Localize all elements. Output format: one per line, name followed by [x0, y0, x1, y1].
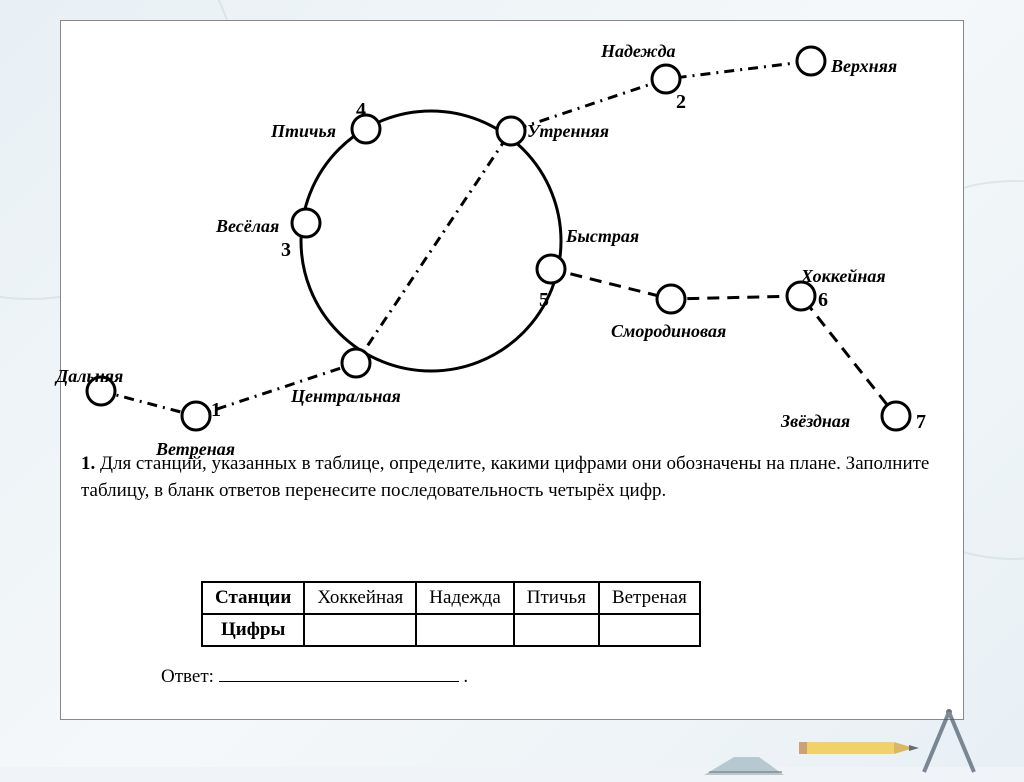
metro-diagram: ДальняяВетреная1ЦентральнаяВесёлая3Птичь… — [61, 21, 965, 441]
table-cell-3[interactable] — [599, 614, 700, 646]
station-number-vesyolaya: 3 — [281, 239, 291, 262]
answer-table: СтанцииХоккейнаяНадеждаПтичьяВетреная Ци… — [201, 581, 701, 647]
table-col-2: Птичья — [514, 582, 599, 614]
table-cell-1[interactable] — [416, 614, 513, 646]
station-number-ptichya: 4 — [356, 99, 366, 122]
table-cell-2[interactable] — [514, 614, 599, 646]
answer-label: Ответ: — [161, 666, 214, 687]
station-label-smorodinovaya: Смородиновая — [611, 321, 726, 342]
table-rowheader-stations: Станции — [202, 582, 304, 614]
table-rowheader-digits: Цифры — [202, 614, 304, 646]
station-number-nadezhda: 2 — [676, 91, 686, 114]
table-col-1: Надежда — [416, 582, 513, 614]
station-label-dalnyaya: Дальняя — [56, 366, 123, 387]
table-cell-0[interactable] — [304, 614, 416, 646]
answer-blank[interactable] — [219, 681, 459, 682]
answer-suffix: . — [463, 666, 468, 687]
question-number: 1. — [81, 453, 95, 474]
station-label-utrennyaya: Утренняя — [527, 121, 609, 142]
station-label-bystraya: Быстрая — [566, 226, 639, 247]
table-col-3: Ветреная — [599, 582, 700, 614]
station-number-bystraya: 5 — [539, 289, 549, 312]
content-card: ДальняяВетреная1ЦентральнаяВесёлая3Птичь… — [60, 20, 964, 720]
answer-line: Ответ: . — [161, 666, 468, 688]
station-label-vesyolaya: Весёлая — [216, 216, 279, 237]
question-text: 1. Для станций, указанных в таблице, опр… — [81, 451, 943, 504]
station-label-nadezhda: Надежда — [601, 41, 676, 62]
question-body: Для станций, указанных в таблице, опреде… — [81, 453, 929, 501]
table-col-0: Хоккейная — [304, 582, 416, 614]
station-label-khokkeynaya: Хоккейная — [801, 266, 886, 287]
station-label-tsentralnaya: Центральная — [291, 386, 401, 407]
slide-tools-deco — [704, 687, 984, 777]
station-label-zvezdnaya: Звёздная — [781, 411, 850, 432]
station-number-zvezdnaya: 7 — [916, 411, 926, 434]
station-label-ptichya: Птичья — [271, 121, 336, 142]
station-label-verkhnyaya: Верхняя — [831, 56, 897, 77]
station-number-khokkeynaya: 6 — [818, 289, 828, 312]
station-number-vetrenaya: 1 — [211, 399, 221, 422]
